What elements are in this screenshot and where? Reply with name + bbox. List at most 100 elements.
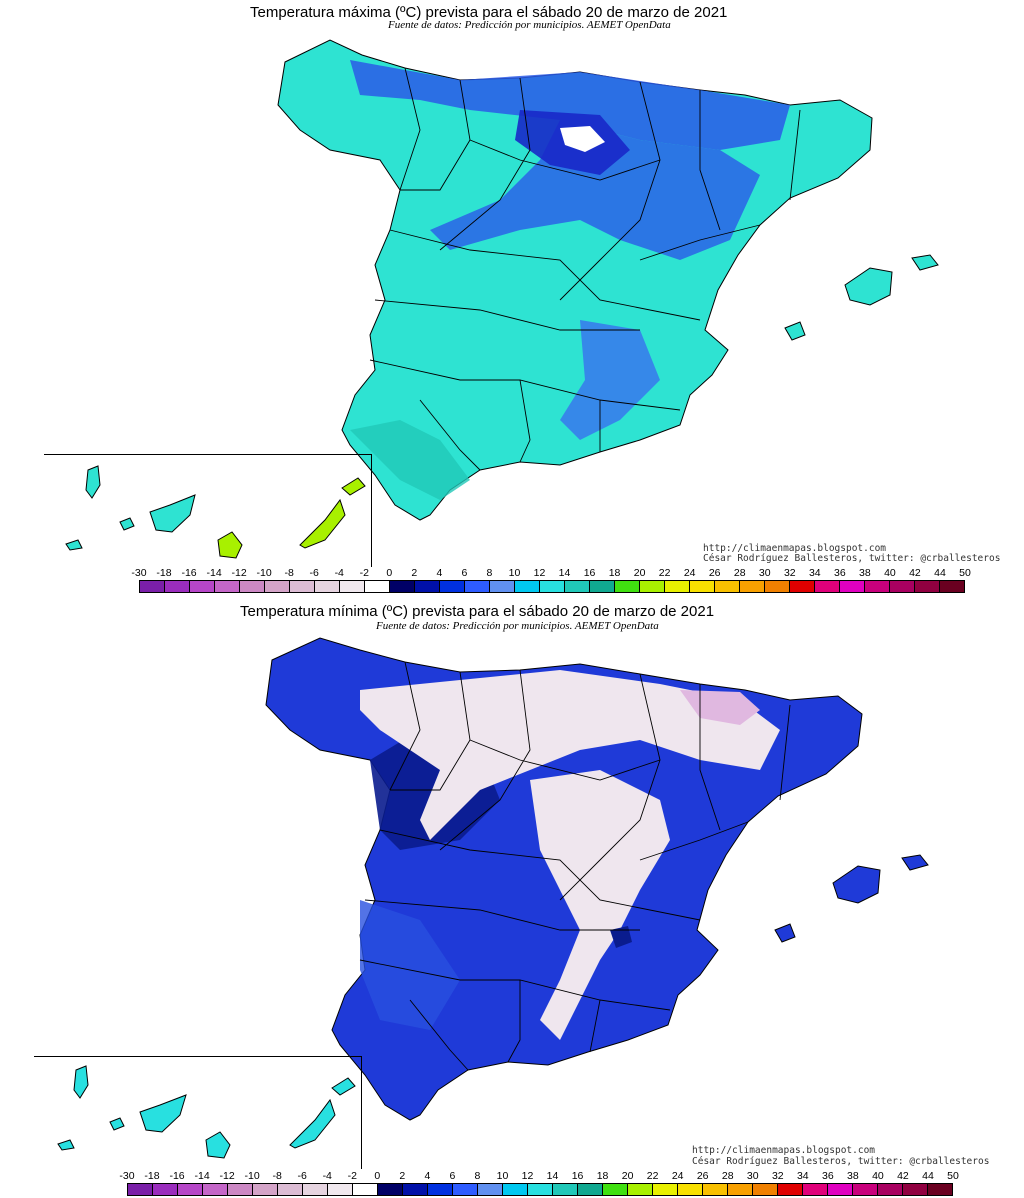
max-legend-swatch — [665, 581, 690, 592]
min-region-borders — [359, 661, 791, 1071]
min-legend-tick-label: 0 — [374, 1170, 381, 1182]
max-legend-tick-label: 40 — [884, 567, 896, 579]
min-menorca-shape — [901, 854, 929, 871]
max-legend-swatch — [640, 581, 665, 592]
max-legend-tick-label: 6 — [461, 567, 468, 579]
max-legend-swatch — [840, 581, 865, 592]
max-legend-tick-label: 28 — [733, 567, 746, 579]
min-legend-tick-label: 16 — [571, 1170, 584, 1182]
max-menorca-shape — [911, 254, 939, 271]
min-legend-tick-label: -6 — [297, 1170, 307, 1182]
min-legend-labels: -30 -18 -16 -14 -12 -10 -8 -6 -4 -2 0 2 4 6 8 10 12 14 16 1… — [119, 1170, 958, 1182]
min-legend-tick-label: -2 — [347, 1170, 357, 1182]
max-legend-tick-label: 42 — [909, 567, 921, 579]
max-canary-inset-frame — [44, 454, 372, 567]
min-legend-tick-label: 22 — [646, 1170, 659, 1182]
min-legend-tick-label: 34 — [796, 1170, 809, 1182]
max-southwest-warm-zone — [350, 420, 470, 500]
min-legend-tick-label: 44 — [922, 1170, 934, 1182]
min-legend-swatch — [678, 1184, 703, 1195]
max-lanzarote-shape — [341, 477, 366, 496]
min-legend-swatch — [128, 1184, 153, 1195]
max-ibiza-shape — [784, 321, 806, 341]
max-legend-swatch — [890, 581, 915, 592]
min-legend-tick-label: -30 — [119, 1170, 135, 1182]
min-temperature-map-panel: Temperatura mínima (ºC) prevista para el… — [0, 600, 1024, 1198]
max-legend-swatch — [590, 581, 615, 592]
min-legend-tick-label: 12 — [521, 1170, 534, 1182]
max-legend-swatch — [815, 581, 840, 592]
min-legend-tick-label: 32 — [771, 1170, 784, 1182]
min-frost-zone-north — [360, 670, 780, 840]
max-legend-tick-label: 0 — [386, 567, 393, 579]
max-legend-swatch — [865, 581, 890, 592]
max-legend-swatch — [215, 581, 240, 592]
max-map-canvas — [65, 39, 939, 559]
min-legend-tick-label: 36 — [822, 1170, 834, 1182]
max-legend-swatch — [565, 581, 590, 592]
max-legend-swatch — [715, 581, 740, 592]
min-legend-swatch — [903, 1184, 928, 1195]
max-legend-swatch — [515, 581, 540, 592]
max-legend-tick-label: -18 — [156, 567, 172, 579]
min-legend-swatch — [628, 1184, 653, 1195]
max-legend-swatch — [315, 581, 340, 592]
max-map-credit-author: César Rodríguez Ballesteros, twitter: @c… — [703, 553, 1001, 564]
max-legend-swatch — [940, 581, 964, 592]
max-legend-tick-label: 2 — [411, 567, 418, 579]
min-legend-swatch — [378, 1184, 403, 1195]
max-region-borders — [369, 67, 801, 471]
min-legend-swatch — [778, 1184, 803, 1195]
min-map-title: Temperatura mínima (ºC) prevista para el… — [240, 603, 715, 620]
max-legend-bar — [139, 580, 965, 593]
min-legend-swatch — [853, 1184, 878, 1195]
min-map-source: Fuente de datos: Predicción por municipi… — [376, 620, 659, 632]
max-legend-tick-label: -30 — [131, 567, 147, 579]
min-legend-swatch — [253, 1184, 278, 1195]
min-map-credit-url: http://climaenmapas.blogspot.com — [692, 1145, 876, 1156]
min-legend-swatch — [453, 1184, 478, 1195]
max-legend-swatch — [415, 581, 440, 592]
min-legend-swatch — [828, 1184, 853, 1195]
max-peak-snow-zone — [560, 126, 605, 152]
max-el-hierro-shape — [65, 539, 83, 551]
max-map-source: Fuente de datos: Predicción por municipi… — [388, 19, 671, 31]
min-legend-swatch — [928, 1184, 952, 1195]
min-legend-swatch — [728, 1184, 753, 1195]
min-lanzarote-shape — [331, 1077, 356, 1096]
min-legend-swatch — [328, 1184, 353, 1195]
max-legend-tick-label: 26 — [708, 567, 721, 579]
max-legend-swatch — [240, 581, 265, 592]
min-legend-tick-label: 20 — [621, 1170, 634, 1182]
max-legend-swatch — [440, 581, 465, 592]
min-legend-swatch — [753, 1184, 778, 1195]
max-legend-swatch — [265, 581, 290, 592]
min-legend-swatch — [278, 1184, 303, 1195]
min-legend-tick-label: -12 — [219, 1170, 235, 1182]
max-legend-swatch — [790, 581, 815, 592]
max-legend-tick-label: 12 — [533, 567, 546, 579]
max-gran-canaria-shape — [217, 531, 243, 559]
max-legend-tick-label: 32 — [783, 567, 796, 579]
max-temperature-map-panel: Temperatura máxima (ºC) prevista para el… — [44, 4, 1001, 593]
min-ibiza-shape — [774, 923, 796, 943]
max-legend-tick-label: 30 — [758, 567, 771, 579]
max-legend-tick-label: 14 — [558, 567, 571, 579]
max-legend-tick-label: -4 — [334, 567, 344, 579]
max-legend-swatch — [290, 581, 315, 592]
min-legend-tick-label: 38 — [847, 1170, 859, 1182]
max-legend-tick-label: 8 — [486, 567, 493, 579]
min-legend-tick-label: 2 — [399, 1170, 406, 1182]
max-legend-tick-label: 18 — [608, 567, 621, 579]
min-legend-swatch — [353, 1184, 378, 1195]
min-legend-swatch — [803, 1184, 828, 1195]
min-legend-tick-label: 6 — [449, 1170, 456, 1182]
min-la-gomera-shape — [109, 1117, 125, 1131]
min-canary-inset-frame — [34, 1056, 362, 1169]
min-legend-tick-label: -8 — [272, 1170, 282, 1182]
min-legend-swatch — [528, 1184, 553, 1195]
min-legend-tick-label: 28 — [721, 1170, 734, 1182]
min-legend-tick-label: 50 — [947, 1170, 959, 1182]
max-tenerife-shape — [149, 494, 196, 533]
max-legend-swatch — [465, 581, 490, 592]
